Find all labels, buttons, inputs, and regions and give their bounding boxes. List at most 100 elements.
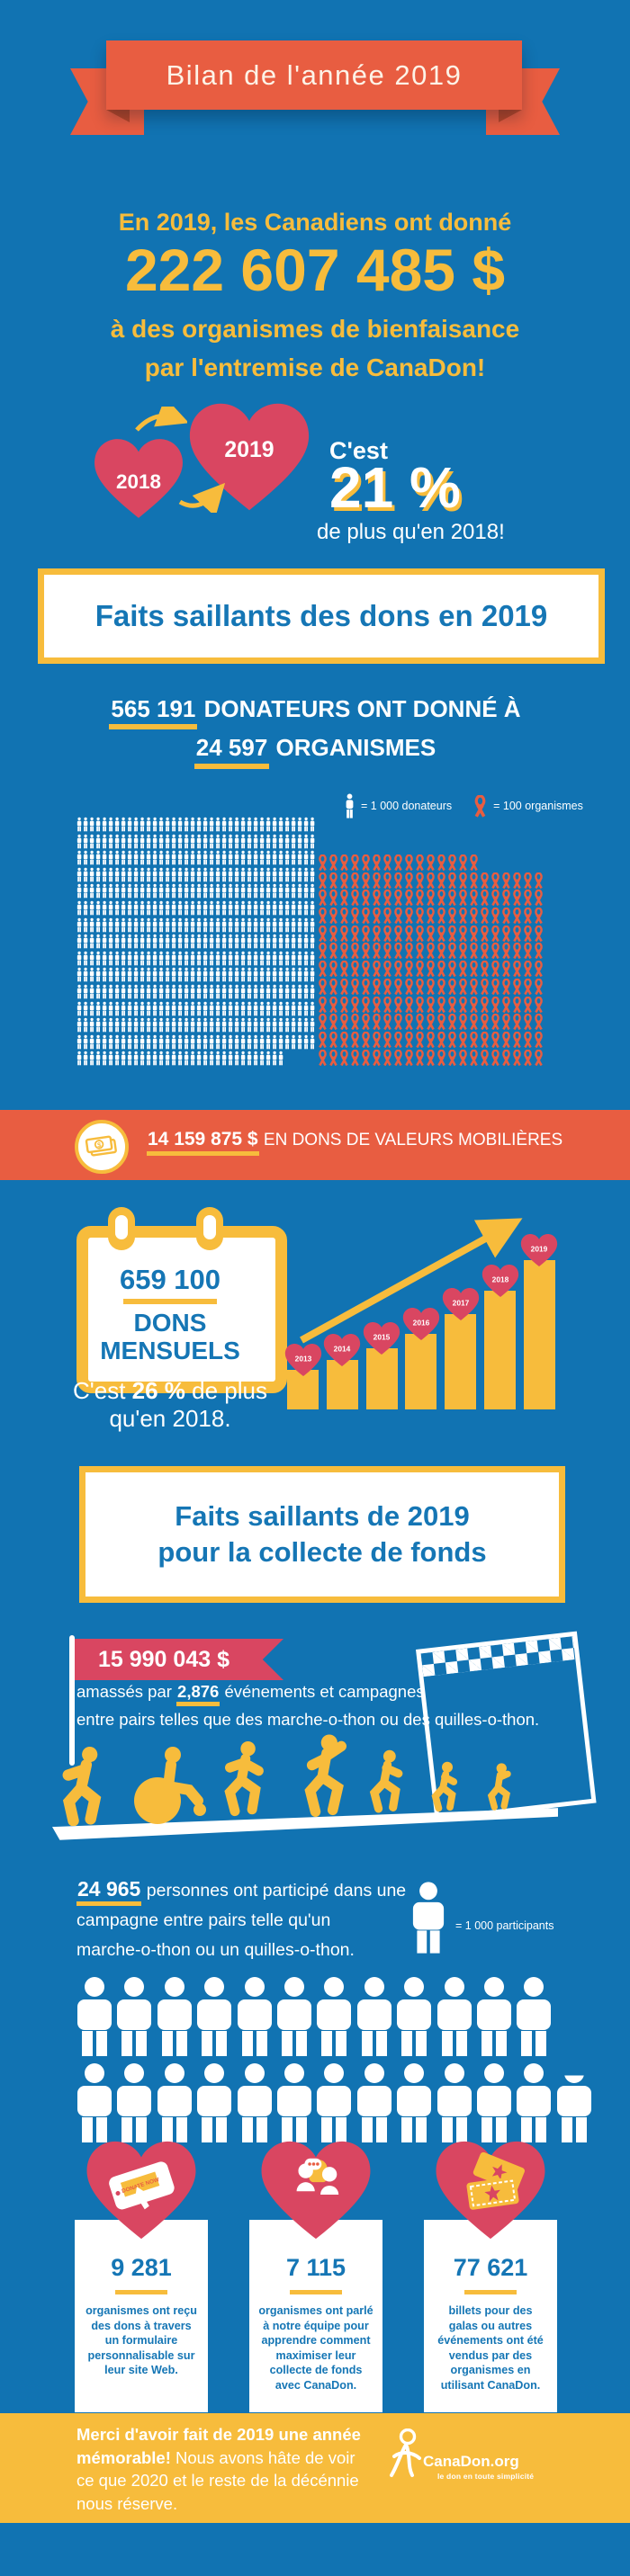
pictogram-unit-icon	[501, 943, 512, 961]
runner-arm-up-icon	[304, 1734, 346, 1817]
pictogram-unit-icon	[469, 890, 480, 908]
pictogram-unit-icon	[259, 984, 266, 1001]
pictogram-unit-icon	[171, 817, 177, 834]
pictogram-unit-icon	[501, 1014, 512, 1032]
pictogram-unit-icon	[278, 1017, 284, 1034]
pictogram-unit-icon	[228, 951, 234, 968]
pictogram-unit-icon	[328, 925, 339, 944]
pictogram-unit-icon	[404, 961, 415, 979]
pictogram-unit-icon	[133, 867, 140, 884]
pictogram-unit-icon	[523, 908, 534, 926]
pictogram-unit-icon	[184, 934, 190, 951]
pictogram-unit-icon	[83, 850, 89, 867]
pictogram-unit-icon	[393, 890, 404, 908]
pictogram-unit-icon	[121, 934, 127, 951]
pictogram-unit-icon	[247, 951, 253, 968]
pictogram-unit-icon	[278, 951, 284, 968]
pictogram-unit-icon	[158, 900, 165, 917]
pictogram-unit-icon	[297, 900, 303, 917]
pictogram-unit-icon	[133, 1034, 140, 1051]
intro-line1: En 2019, les Canadiens ont donné	[118, 209, 512, 236]
pictogram-unit-icon	[512, 908, 523, 926]
pictogram-unit-icon	[253, 867, 259, 884]
section1-title-box: Faits saillants des dons en 2019	[38, 568, 605, 664]
pictogram-unit-icon	[171, 900, 177, 917]
pictogram-unit-icon	[458, 854, 469, 872]
pictogram-unit-icon	[158, 850, 165, 867]
pictogram-unit-icon	[228, 1017, 234, 1034]
pictogram-unit-icon	[152, 1001, 158, 1018]
pictogram-unit-icon	[328, 854, 339, 872]
securities-text: 14 159 875 $ EN DONS DE VALEURS MOBILIÈR…	[147, 1129, 615, 1157]
pictogram-unit-icon	[89, 1051, 95, 1068]
pictogram-unit-icon	[146, 900, 152, 917]
pictogram-unit-icon	[490, 872, 501, 890]
pictogram-unit-icon	[152, 1017, 158, 1034]
pictogram-unit-icon	[490, 890, 501, 908]
pictogram-unit-icon	[202, 1034, 209, 1051]
pictogram-unit-icon	[372, 1031, 382, 1050]
pictogram-unit-icon	[512, 961, 523, 979]
pictogram-unit-icon	[202, 1017, 209, 1034]
pictogram-unit-icon	[259, 834, 266, 851]
pictogram-unit-icon	[556, 2075, 596, 2150]
pictogram-unit-icon	[318, 978, 328, 997]
pictogram-unit-icon	[171, 1001, 177, 1018]
pictogram-unit-icon	[215, 1051, 221, 1068]
pictogram-unit-icon	[490, 908, 501, 926]
pictogram-unit-icon	[240, 850, 247, 867]
growth-arrow-top-icon	[135, 407, 187, 432]
pictogram-unit-icon	[278, 883, 284, 900]
pictogram-unit-icon	[152, 850, 158, 867]
pictogram-unit-icon	[404, 996, 415, 1015]
pictogram-unit-icon	[447, 854, 458, 872]
pictogram-unit-icon	[95, 900, 102, 917]
pictogram-unit-icon	[436, 1049, 447, 1068]
pictogram-unit-icon	[350, 1014, 361, 1032]
pictogram-unit-icon	[436, 854, 447, 872]
pictogram-unit-icon	[310, 967, 316, 984]
pictogram-unit-icon	[89, 1034, 95, 1051]
section2-title-box: Faits saillants de 2019 pour la collecte…	[79, 1466, 565, 1603]
pictogram-unit-icon	[523, 961, 534, 979]
pictogram-unit-icon	[480, 1049, 490, 1068]
pictogram-unit-icon	[534, 943, 544, 961]
pictogram-unit-icon	[272, 867, 278, 884]
pictogram-unit-icon	[447, 961, 458, 979]
pictogram-unit-icon	[196, 951, 202, 968]
pictogram-unit-icon	[228, 984, 234, 1001]
monthly-word2: MENSUELS	[100, 1337, 240, 1364]
pictogram-unit-icon	[297, 1034, 303, 1051]
pictogram-unit-icon	[247, 850, 253, 867]
pictogram-unit-icon	[469, 872, 480, 890]
pictogram-unit-icon	[171, 984, 177, 1001]
pictogram-unit-icon	[190, 834, 196, 851]
pictogram-unit-icon	[76, 834, 83, 851]
pictogram-unit-icon	[436, 961, 447, 979]
pictogram-unit-icon	[102, 1017, 108, 1034]
pictogram-unit-icon	[469, 854, 480, 872]
pictogram-unit-icon	[102, 850, 108, 867]
pictogram-unit-icon	[177, 867, 184, 884]
donors-count: 565 191	[109, 696, 198, 730]
pictogram-unit-icon	[361, 854, 372, 872]
pictogram-unit-icon	[415, 943, 426, 961]
pictogram-unit-icon	[184, 951, 190, 968]
pictogram-unit-icon	[102, 834, 108, 851]
pictogram-unit-icon	[278, 1034, 284, 1051]
pictogram-unit-icon	[310, 867, 316, 884]
pictogram-unit-icon	[215, 917, 221, 935]
pictogram-unit-icon	[272, 883, 278, 900]
pictogram-unit-icon	[247, 834, 253, 851]
pictogram-unit-icon	[146, 867, 152, 884]
pictogram-unit-icon	[253, 917, 259, 935]
pictogram-unit-icon	[221, 834, 228, 851]
pictogram-unit-icon	[297, 984, 303, 1001]
pictogram-unit-icon	[102, 1034, 108, 1051]
pictogram-unit-icon	[165, 917, 171, 935]
pictogram-unit-icon	[146, 951, 152, 968]
pictogram-unit-icon	[415, 925, 426, 944]
pictogram-unit-icon	[436, 872, 447, 890]
pictogram-unit-icon	[436, 978, 447, 997]
pictogram-unit-icon	[102, 1001, 108, 1018]
